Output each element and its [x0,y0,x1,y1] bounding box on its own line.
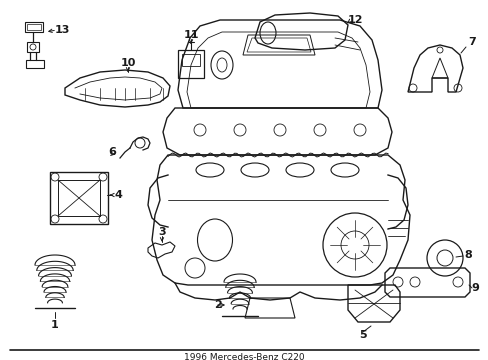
Text: 8: 8 [463,250,471,260]
Text: 6: 6 [108,147,116,157]
Text: 1996 Mercedes-Benz C220: 1996 Mercedes-Benz C220 [183,352,304,360]
Text: 7: 7 [467,37,475,47]
Text: 12: 12 [346,15,362,25]
Bar [25,22,43,32]
Bar [27,24,41,30]
Text: 13: 13 [54,25,70,35]
Bar [27,42,39,52]
Bar [26,60,44,68]
Text: 4: 4 [114,190,122,200]
Text: 11: 11 [183,30,198,40]
Text: 3: 3 [158,227,165,237]
Text: 1: 1 [51,320,59,330]
Text: 9: 9 [470,283,478,293]
Bar [50,172,108,224]
Text: 5: 5 [359,330,366,340]
Bar [178,50,203,78]
Text: 2: 2 [214,300,222,310]
Bar [58,180,100,216]
Text: 10: 10 [120,58,135,68]
Bar [182,54,200,66]
